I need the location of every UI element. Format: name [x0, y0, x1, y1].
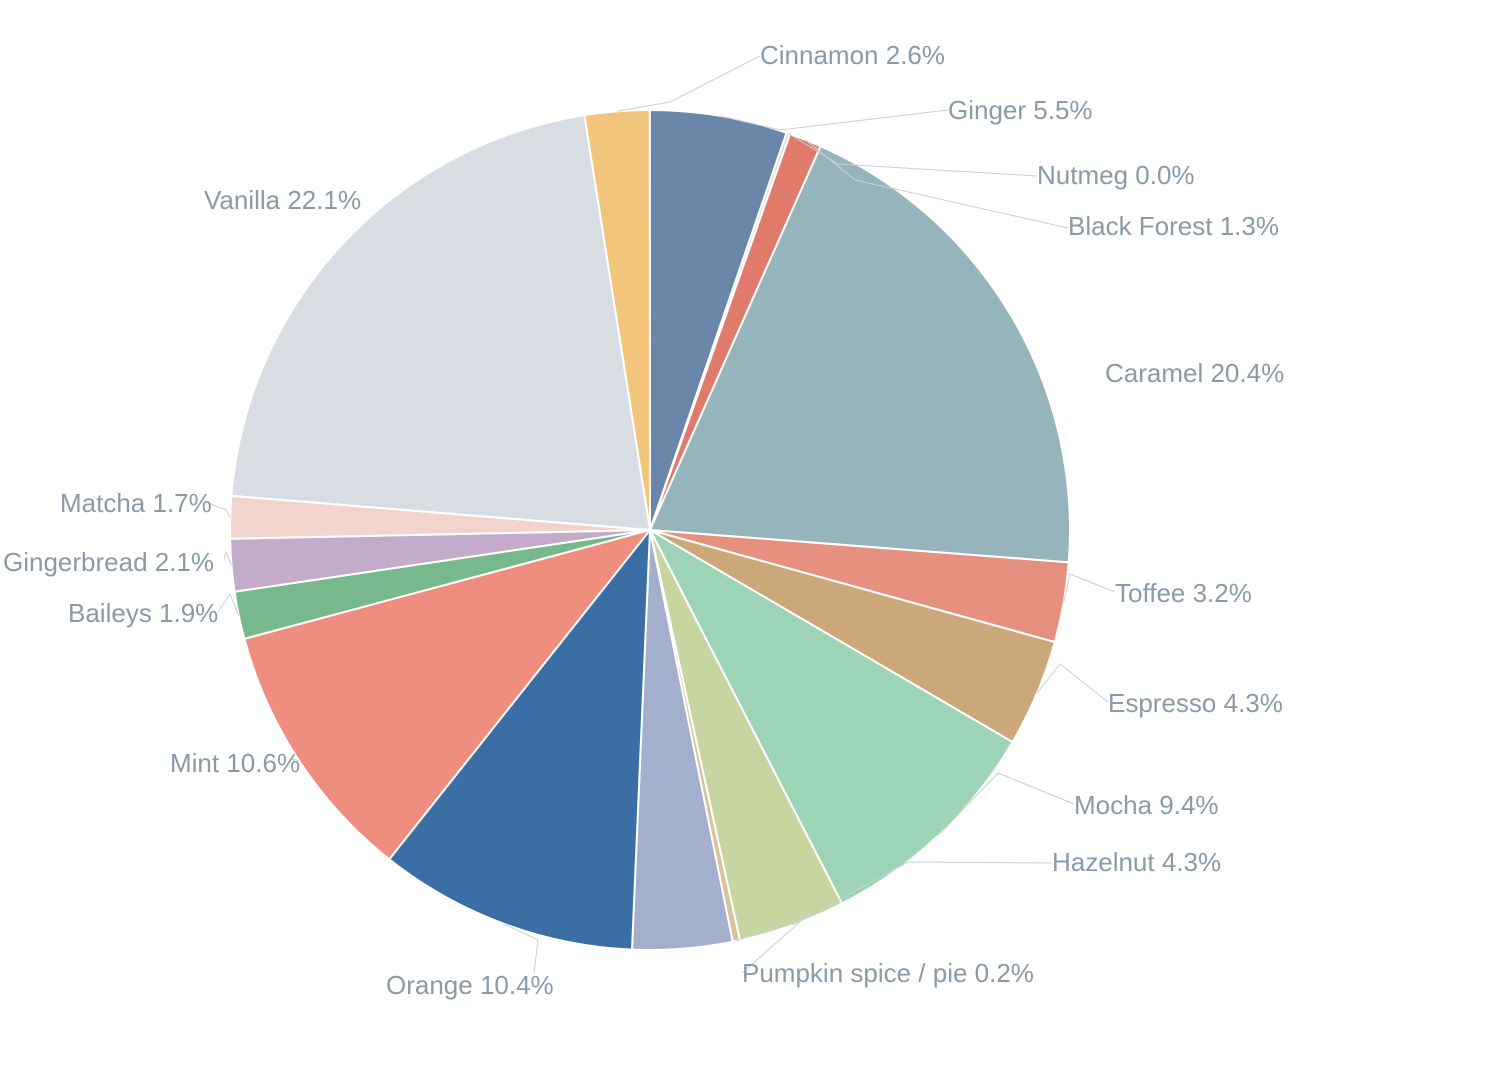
pie-chart: Cinnamon 2.6%Ginger 5.5%Nutmeg 0.0%Black… — [0, 0, 1508, 1086]
pie-svg — [0, 0, 1508, 1086]
pie-slice-vanilla — [231, 115, 650, 530]
leader-line — [206, 502, 230, 517]
leader-line — [617, 56, 760, 111]
leader-line — [1064, 574, 1115, 603]
leader-line — [1037, 664, 1108, 702]
